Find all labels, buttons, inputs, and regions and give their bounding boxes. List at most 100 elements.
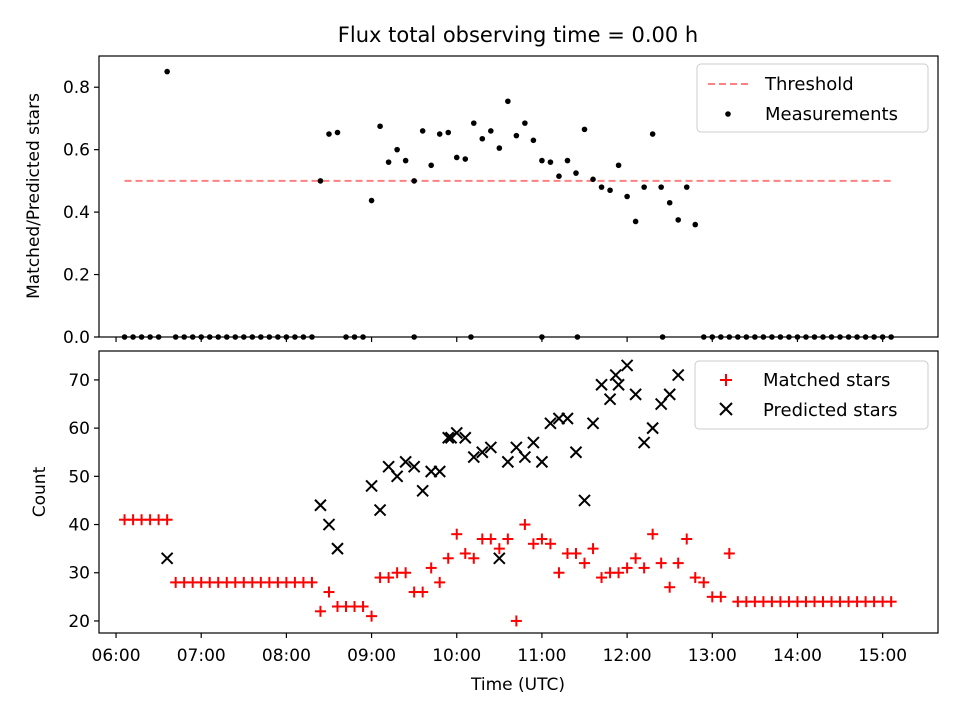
- measurements-point: [513, 132, 520, 139]
- predicted-stars-point: [620, 359, 634, 372]
- count-legend: Matched stars Predicted stars: [694, 360, 929, 430]
- predicted-stars-point: [407, 460, 421, 473]
- chart-title: Flux total observing time = 0.00 h: [338, 23, 698, 47]
- legend-predicted-label: Predicted stars: [763, 400, 897, 421]
- measurements-point: [564, 157, 571, 164]
- matched-stars-point: [596, 572, 608, 584]
- predicted-stars-point: [390, 470, 404, 483]
- legend-matched-label: Matched stars: [763, 370, 890, 391]
- ratio-panel: 0.00.20.40.60.8 Matched/Predicted stars …: [24, 55, 939, 348]
- x-tick-label: 08:00: [262, 646, 311, 666]
- count-x-ticks: 06:00 07:00 08:00 09:00 10:00 11:00 12:00 13:00…: [92, 633, 907, 666]
- count-marks: [119, 359, 897, 627]
- predicted-stars-point: [501, 455, 515, 469]
- x-tick-label: 07:00: [177, 646, 226, 666]
- predicted-stars-point: [672, 368, 685, 382]
- ratio-plot-frame: [98, 55, 939, 338]
- ratio-y-tick-label: 0.4: [63, 203, 90, 223]
- matched-stars-point: [587, 543, 599, 555]
- count-y-tick-label: 70: [68, 371, 90, 391]
- predicted-stars-point: [322, 518, 336, 531]
- measurements-point: [470, 120, 477, 126]
- measurements-point: [428, 162, 434, 169]
- predicted-stars-point: [399, 455, 412, 469]
- measurements-point: [598, 184, 605, 190]
- measurements-point: [675, 217, 682, 223]
- ratio-x-ticks: [115, 337, 884, 342]
- measurements-point: [581, 126, 588, 133]
- matched-stars-point: [630, 552, 642, 564]
- matched-stars-point: [510, 615, 522, 627]
- measurements-point: [658, 184, 664, 190]
- x-tick-label: 15:00: [858, 646, 907, 666]
- predicted-stars-point: [544, 417, 557, 430]
- matched-stars-point: [638, 562, 650, 574]
- predicted-stars-point: [637, 436, 651, 449]
- matched-stars-point: [417, 586, 429, 598]
- measurements-point: [649, 131, 656, 137]
- count-y-ticks: 20 30 40 50 60 70: [68, 371, 99, 632]
- matched-stars-point: [451, 528, 463, 540]
- measurements-point: [334, 129, 341, 136]
- predicted-stars-point: [373, 503, 387, 517]
- matched-stars-point: [485, 533, 497, 545]
- x-tick-label: 13:00: [688, 646, 737, 666]
- measurements-point: [326, 131, 332, 137]
- measurements-point: [683, 184, 690, 190]
- ratio-y-tick-label: 0.2: [63, 266, 90, 286]
- measurements-point: [164, 68, 170, 75]
- legend-measurements-label: Measurements: [765, 104, 898, 125]
- matched-stars-point: [357, 600, 369, 612]
- predicted-stars-point: [646, 421, 659, 435]
- measurements-point: [530, 137, 537, 144]
- measurements-point: [394, 146, 400, 153]
- measurements-point: [615, 162, 622, 169]
- measurements-point: [445, 129, 452, 136]
- count-y-axis-label: Count: [30, 466, 50, 517]
- measurements-point: [462, 156, 469, 162]
- matched-stars-point: [885, 596, 897, 608]
- ratio-y-tick-label: 0.6: [63, 141, 90, 161]
- predicted-stars-point: [331, 542, 344, 555]
- ratio-y-tick-label: 0.8: [63, 78, 90, 98]
- predicted-stars-point: [314, 499, 327, 512]
- predicted-stars-point: [442, 431, 455, 444]
- matched-stars-point: [689, 572, 701, 584]
- x-tick-label: 12:00: [603, 646, 652, 666]
- predicted-stars-point: [467, 450, 480, 464]
- measurements-point: [573, 170, 579, 176]
- matched-stars-point: [314, 605, 326, 617]
- matched-stars-point: [383, 572, 395, 584]
- count-panel: 20 30 40 50 60 70 06:00 07:00 08:00 09:00 10:00 11…: [30, 350, 939, 695]
- legend-matched-swatch: [720, 374, 732, 386]
- matched-stars-point: [664, 581, 676, 593]
- matched-stars-point: [570, 547, 582, 559]
- matched-stars-point: [681, 533, 693, 545]
- measurements-point: [641, 184, 647, 190]
- predicted-stars-point: [459, 431, 472, 444]
- matched-stars-point: [434, 576, 446, 588]
- measurements-point: [479, 135, 486, 142]
- x-tick-label: 09:00: [347, 646, 396, 666]
- measurements-point: [556, 173, 562, 180]
- matched-stars-point: [323, 586, 335, 598]
- legend-measurements-swatch: [725, 111, 731, 117]
- matched-stars-point: [519, 519, 531, 531]
- matched-stars-point: [502, 533, 514, 545]
- measurements-point: [522, 120, 528, 126]
- count-plot-frame: [98, 350, 939, 634]
- measurements-point: [590, 176, 596, 183]
- predicted-stars-point: [518, 450, 532, 464]
- matched-stars-point: [493, 543, 505, 555]
- matched-stars-point: [527, 538, 539, 550]
- matched-stars-point: [715, 591, 727, 603]
- measurements-point: [402, 157, 409, 164]
- matched-stars-point: [655, 557, 667, 569]
- count-y-tick-label: 50: [68, 467, 90, 487]
- matched-stars-point: [723, 547, 735, 559]
- matched-stars-point: [621, 562, 633, 574]
- measurements-point: [692, 221, 699, 228]
- x-axis-label: Time (UTC): [470, 675, 565, 695]
- matched-stars-point: [459, 547, 471, 559]
- measurements-point: [488, 128, 494, 134]
